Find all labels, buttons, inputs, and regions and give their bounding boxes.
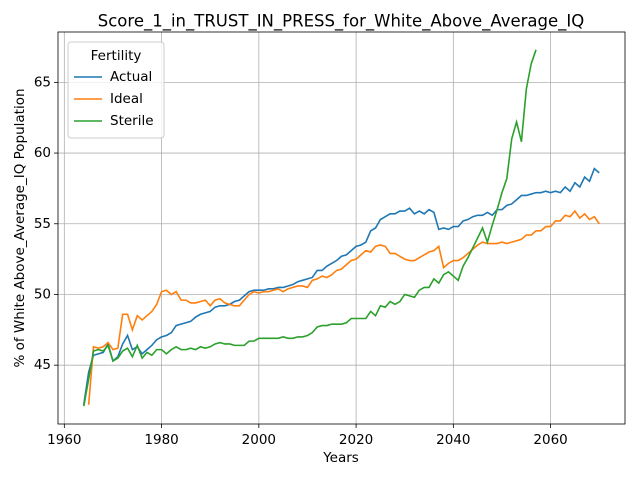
legend-label: Ideal — [110, 91, 143, 107]
series-line — [82, 49, 537, 407]
chart-title: Score_1_in_TRUST_IN_PRESS_for_White_Abov… — [98, 12, 584, 32]
x-tick-label: 1960 — [47, 432, 81, 448]
x-tick-label: 1980 — [144, 432, 178, 448]
x-axis-label: Years — [322, 450, 359, 466]
legend-label: Actual — [110, 69, 152, 85]
series-line — [82, 167, 600, 405]
x-tick-label: 2040 — [436, 432, 470, 448]
y-tick-label: 45 — [34, 357, 51, 373]
x-tick-label: 2020 — [339, 432, 373, 448]
legend-title: Fertility — [91, 48, 142, 64]
x-tick-label: 2000 — [242, 432, 276, 448]
y-tick-label: 55 — [34, 216, 51, 232]
y-tick-label: 60 — [34, 145, 51, 161]
y-tick-label: 65 — [34, 74, 51, 90]
y-axis-label: % of White Above_Average_IQ Population — [12, 88, 28, 367]
plot-frame — [57, 31, 626, 425]
series-line — [87, 209, 600, 405]
legend-box — [67, 41, 165, 139]
y-tick-label: 50 — [34, 286, 51, 302]
x-tick-label: 2060 — [533, 432, 567, 448]
legend-label: Sterile — [110, 113, 154, 129]
